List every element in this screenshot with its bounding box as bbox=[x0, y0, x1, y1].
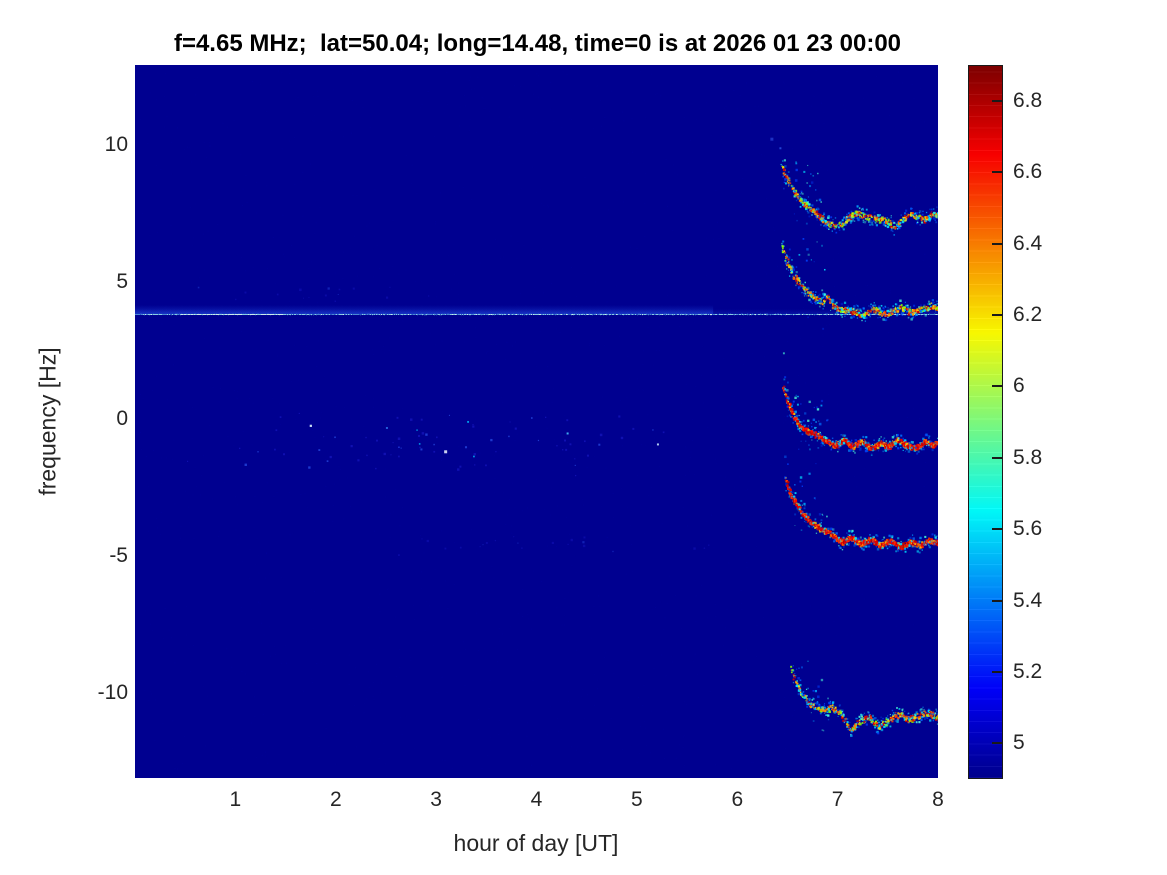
spectrogram-canvas bbox=[135, 65, 938, 778]
y-tick-label-5: 5 bbox=[116, 269, 128, 293]
colorbar-label-5-8: 5.8 bbox=[1013, 445, 1043, 469]
colorbar-tick bbox=[992, 242, 1002, 245]
colorbar-label-6: 6 bbox=[1013, 374, 1025, 398]
colorbar-label-5-4: 5.4 bbox=[1013, 588, 1043, 612]
x-axis-label: hour of day [UT] bbox=[453, 830, 619, 856]
colorbar-label-6-8: 6.8 bbox=[1013, 88, 1043, 112]
colorbar-tick bbox=[992, 670, 1002, 673]
plot-area bbox=[135, 65, 938, 778]
colorbar-label-6-4: 6.4 bbox=[1013, 231, 1043, 255]
y-tick-label-m10: -10 bbox=[97, 681, 128, 704]
x-tick-label-6: 6 bbox=[731, 788, 744, 811]
colorbar-tick bbox=[992, 385, 1002, 388]
colorbar-label-5-2: 5.2 bbox=[1013, 659, 1043, 683]
y-tick-label-0: 0 bbox=[116, 406, 128, 430]
x-tick-label-5: 5 bbox=[631, 788, 643, 811]
colorbar-tick bbox=[992, 171, 1002, 174]
x-tick-label-3: 3 bbox=[430, 788, 442, 811]
y-tick-label-m5: -5 bbox=[109, 543, 128, 567]
y-axis-label: frequency [Hz] bbox=[34, 347, 61, 496]
x-tick-label-1: 1 bbox=[229, 788, 242, 811]
colorbar-tick bbox=[992, 456, 1002, 459]
colorbar-label-6-6: 6.6 bbox=[1013, 160, 1043, 184]
y-tick-label-10: 10 bbox=[104, 132, 128, 156]
colorbar bbox=[968, 65, 1003, 779]
colorbar-label-6-2: 6.2 bbox=[1013, 302, 1043, 326]
x-tick-label-2: 2 bbox=[329, 788, 342, 811]
colorbar-tick bbox=[992, 742, 1002, 745]
colorbar-tick bbox=[992, 599, 1002, 602]
colorbar-label-5-6: 5.6 bbox=[1013, 517, 1043, 541]
colorbar-tick bbox=[992, 313, 1002, 316]
colorbar-tick bbox=[992, 99, 1002, 102]
colorbar-bands bbox=[969, 66, 1002, 778]
x-tick-label-7: 7 bbox=[831, 788, 844, 811]
x-tick-label-4: 4 bbox=[530, 788, 543, 811]
plot-title: f=4.65 MHz; lat=50.04; long=14.48, time=… bbox=[173, 30, 902, 57]
x-tick-label-8: 8 bbox=[932, 788, 944, 811]
colorbar-tick bbox=[992, 528, 1002, 531]
colorbar-label-5: 5 bbox=[1013, 731, 1025, 755]
